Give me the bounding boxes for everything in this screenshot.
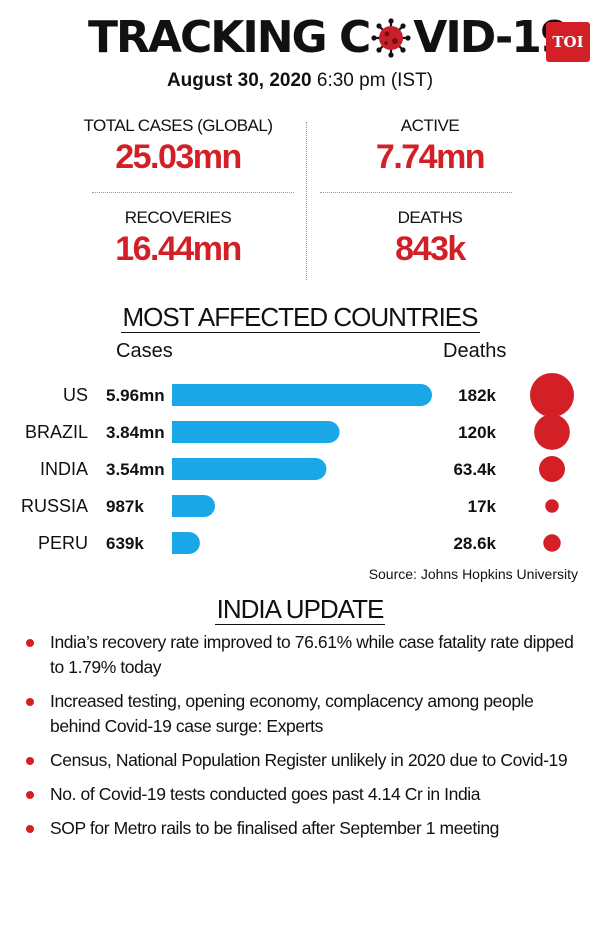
chart-title: MOST AFFECTED COUNTRIES (0, 302, 600, 333)
list-item: Increased testing, opening economy, comp… (26, 689, 581, 739)
stat-value: 16.44mn (115, 230, 242, 268)
stat-value: 25.03mn (115, 138, 242, 176)
deaths-value-label: 120k (458, 423, 496, 442)
divider (320, 192, 512, 193)
cases-value-label: 987k (106, 497, 144, 516)
deaths-bubble (539, 456, 565, 482)
list-item-text: SOP for Metro rails to be finalised afte… (50, 818, 499, 838)
cases-bar-base (172, 458, 183, 480)
chart-title-text: MOST AFFECTED COUNTRIES (120, 302, 480, 333)
stat-deaths: DEATHS 843k (320, 208, 540, 269)
bullet-icon (26, 825, 34, 833)
cases-bar-base (172, 532, 183, 554)
cases-column-label: Cases (116, 340, 173, 362)
cases-value-label: 3.84mn (106, 423, 165, 442)
stat-label: TOTAL CASES (GLOBAL) (83, 116, 273, 135)
list-item: India’s recovery rate improved to 76.61%… (26, 630, 581, 680)
affected-countries-chart: US 5.96mn 182k BRAZIL 3.84mn 120k INDIA 3.54mn 6… (21, 373, 574, 554)
stat-total-cases: TOTAL CASES (GLOBAL) 25.03mn (68, 116, 288, 177)
list-item: Census, National Population Register unl… (26, 748, 581, 773)
deaths-value-label: 182k (458, 386, 496, 405)
deaths-value-label: 28.6k (453, 534, 496, 553)
dateline: August 30, 2020 6:30 pm (IST) (0, 70, 600, 92)
header: TRACKING C VID-19 TOI (0, 8, 600, 68)
list-item: No. of Covid-19 tests conducted goes pas… (26, 782, 581, 807)
virus-icon (371, 17, 411, 58)
deaths-bubble (545, 499, 559, 513)
bullet-icon (26, 639, 34, 647)
report-date: August 30, 2020 (166, 70, 312, 91)
india-update-title-text: INDIA UPDATE (214, 594, 386, 625)
country-label: PERU (38, 533, 88, 553)
stat-label: ACTIVE (400, 116, 460, 135)
list-item: SOP for Metro rails to be finalised afte… (26, 816, 581, 841)
cases-value-label: 639k (106, 534, 144, 553)
page-title: TRACKING C VID-19 (88, 12, 571, 63)
stat-active: ACTIVE 7.74mn (320, 116, 540, 177)
bullet-icon (26, 791, 34, 799)
source-note: Source: Johns Hopkins University (368, 566, 578, 582)
country-label: INDIA (40, 459, 88, 479)
toi-logo: TOI (546, 22, 590, 62)
deaths-column-label: Deaths (443, 340, 507, 362)
list-item-text: Increased testing, opening economy, comp… (50, 691, 534, 736)
stat-label: RECOVERIES (124, 208, 232, 227)
stat-value: 843k (395, 230, 466, 268)
deaths-bubble (534, 414, 570, 450)
deaths-bubble (530, 373, 574, 417)
country-label: BRAZIL (25, 422, 88, 442)
cases-bar (172, 384, 432, 406)
india-update-list: India’s recovery rate improved to 76.61%… (26, 630, 581, 850)
list-item-text: Census, National Population Register unl… (50, 750, 568, 770)
stat-value: 7.74mn (375, 138, 486, 176)
cases-bar (172, 421, 340, 443)
country-label: RUSSIA (21, 496, 88, 516)
stat-recoveries: RECOVERIES 16.44mn (68, 208, 288, 269)
title-text-start: TRACKING C (88, 12, 371, 63)
bullet-icon (26, 757, 34, 765)
cases-bar-base (172, 384, 183, 406)
cases-value-label: 3.54mn (106, 460, 165, 479)
report-time: 6:30 pm (IST) (316, 70, 434, 91)
deaths-value-label: 63.4k (453, 460, 496, 479)
divider (92, 192, 294, 193)
list-item-text: India’s recovery rate improved to 76.61%… (50, 632, 574, 677)
cases-bar (172, 458, 327, 480)
india-update-title: INDIA UPDATE (0, 594, 600, 625)
stat-label: DEATHS (397, 208, 463, 227)
cases-bar-base (172, 421, 183, 443)
bullet-icon (26, 698, 34, 706)
cases-bar-base (172, 495, 183, 517)
list-item-text: No. of Covid-19 tests conducted goes pas… (50, 784, 481, 804)
country-label: US (63, 385, 88, 405)
deaths-bubble (543, 534, 561, 552)
title-text-end: VID-19 (413, 12, 570, 63)
deaths-value-label: 17k (468, 497, 497, 516)
cases-value-label: 5.96mn (106, 386, 165, 405)
divider (306, 122, 307, 280)
